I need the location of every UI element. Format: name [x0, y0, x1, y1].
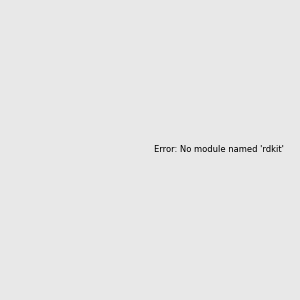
Text: Error: No module named 'rdkit': Error: No module named 'rdkit': [154, 145, 284, 154]
